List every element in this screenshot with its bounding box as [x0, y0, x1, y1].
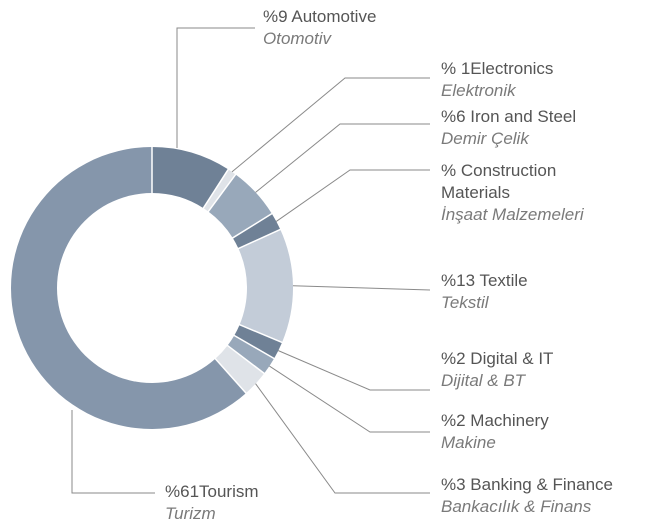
- separator: [214, 357, 248, 395]
- translation-label: Bankacılık & Finans: [441, 497, 592, 516]
- category-label: %2 Digital & IT: [441, 349, 554, 368]
- label: %6 Iron and Steel Demir Çelik: [441, 106, 576, 150]
- slice: [215, 345, 265, 394]
- leader-line: [231, 77, 430, 173]
- separator: [231, 212, 274, 240]
- category-label: %13 Textile: [441, 271, 528, 290]
- slice: [238, 229, 293, 343]
- label: %2 Digital & IT Dijital & BT: [441, 348, 553, 392]
- separator: [226, 344, 266, 375]
- translation-label: Elektronik: [441, 81, 516, 100]
- slice: [10, 147, 247, 429]
- separator: [202, 168, 230, 210]
- translation-label: İnşaat Malzemeleri: [441, 205, 584, 224]
- label: %9 Automotive Otomotiv: [263, 6, 376, 50]
- category-label: %2 Machinery: [441, 411, 549, 430]
- slice: [234, 324, 283, 359]
- leader-line: [176, 27, 255, 148]
- translation-label: Demir Çelik: [441, 129, 529, 148]
- separator: [207, 173, 237, 213]
- category-label: %9 Automotive: [263, 7, 377, 26]
- category-label: %3 Banking & Finance: [441, 475, 613, 494]
- label: % Construction Materials İnşaat Malzemele…: [441, 160, 616, 226]
- translation-label: Tekstil: [441, 293, 489, 312]
- label: %2 Machinery Makine: [441, 410, 549, 454]
- translation-label: Makine: [441, 433, 496, 452]
- leader-line: [278, 350, 430, 391]
- separator: [237, 228, 282, 250]
- leader-line: [269, 365, 430, 433]
- translation-label: Turizm: [165, 504, 216, 523]
- slice: [152, 147, 229, 209]
- leader-line: [292, 285, 431, 291]
- category-label: %61Tourism: [165, 482, 259, 501]
- separator: [238, 323, 284, 344]
- category-label: %6 Iron and Steel: [441, 107, 577, 126]
- slice: [227, 335, 275, 374]
- separator: [233, 334, 276, 360]
- label: %13 Textile Tekstil: [441, 270, 528, 314]
- category-label: % 1Electronics: [441, 59, 554, 78]
- leader-line: [255, 383, 430, 494]
- label: %61Tourism Turizm: [165, 481, 259, 525]
- slice: [232, 213, 281, 249]
- leader-line: [255, 123, 430, 193]
- category-label: % Construction Materials: [441, 161, 557, 202]
- leader-line: [71, 410, 155, 494]
- label: %3 Banking & Finance Bankacılık & Finans: [441, 474, 613, 518]
- label: % 1Electronics Elektronik: [441, 58, 553, 102]
- leader-line: [275, 169, 430, 222]
- slice: [203, 169, 236, 212]
- translation-label: Otomotiv: [263, 29, 332, 48]
- translation-label: Dijital & BT: [441, 371, 526, 390]
